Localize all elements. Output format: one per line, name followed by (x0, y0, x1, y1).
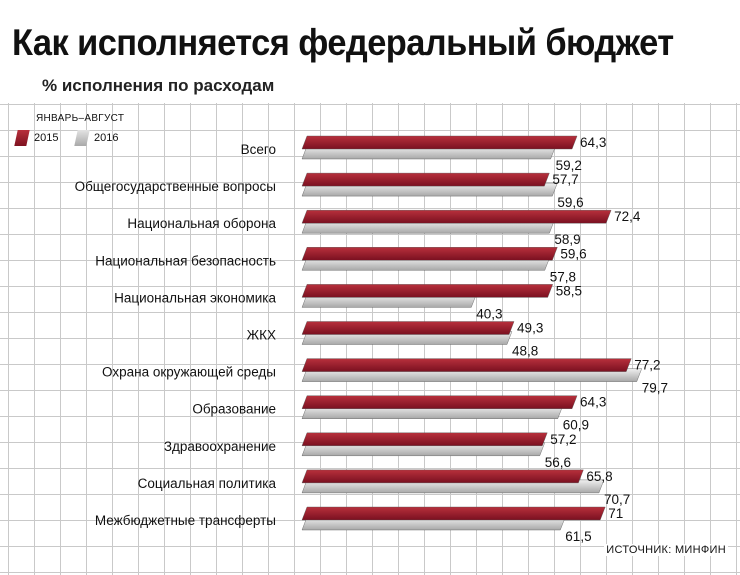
value-label-2016: 79,7 (642, 381, 668, 396)
value-label-2016: 40,3 (476, 306, 502, 321)
category-label: Здравоохранение (164, 439, 276, 454)
value-label-2016: 56,6 (545, 455, 571, 470)
value-label-2015: 64,3 (580, 395, 606, 410)
value-label-2016: 61,5 (565, 529, 591, 544)
category-label: Образование (192, 402, 276, 417)
chart-subtitle: % исполнения по расходам (42, 76, 275, 95)
category-group: Национальная безопасность 59,6 57,8 (95, 246, 586, 284)
category-group: ЖКХ 49,3 48,8 (247, 321, 544, 359)
bar-2015 (301, 432, 548, 446)
category-group: Национальная экономика 58,5 40,3 (114, 283, 582, 321)
legend-label-2016: 2016 (94, 132, 119, 144)
category-group: Здравоохранение 57,2 56,6 (164, 432, 577, 470)
category-label: Национальная экономика (114, 290, 276, 305)
value-label-2015: 57,7 (552, 172, 578, 187)
bar-2015 (301, 247, 558, 261)
legend-label-2015: 2015 (34, 132, 59, 144)
value-label-2016: 48,8 (512, 344, 538, 359)
value-label-2016: 59,6 (557, 195, 583, 210)
category-group: Межбюджетные трансферты 71 61,5 (95, 506, 623, 544)
value-label-2015: 64,3 (580, 135, 606, 150)
category-group: Образование 64,3 60,9 (192, 395, 606, 433)
chart-header: Как исполняется федеральный бюджет % исп… (0, 0, 740, 103)
value-label-2015: 71 (608, 506, 623, 521)
value-label-2015: 72,4 (614, 209, 641, 224)
bar-2015 (301, 209, 612, 224)
bar-2015 (301, 395, 578, 409)
bar-2015 (301, 469, 584, 484)
value-label-2016: 70,7 (604, 492, 630, 507)
bar-2015 (301, 135, 578, 150)
category-label: Межбюджетные трансферты (95, 513, 276, 528)
category-group: Охрана окружающей среды 77,2 79,7 (102, 358, 668, 396)
category-group: Социальная политика 65,8 70,7 (138, 469, 631, 507)
category-label: ЖКХ (247, 328, 276, 343)
category-label: Национальная безопасность (95, 253, 276, 268)
bar-2015 (301, 284, 553, 298)
category-label: Охрана окружающей среды (102, 365, 276, 380)
chart-title: Как исполняется федеральный бюджет (12, 22, 674, 63)
category-group: Общегосударственные вопросы 57,7 59,6 (75, 172, 584, 210)
legend-period: ЯНВАРЬ–АВГУСТ (36, 113, 125, 124)
bar-2015 (301, 506, 606, 521)
category-label: Национальная оборона (127, 216, 276, 231)
category-label: Всего (241, 142, 276, 157)
bar-2015 (301, 321, 515, 335)
value-label-2016: 59,2 (556, 158, 582, 173)
source-note: ИСТОЧНИК: МИНФИН (604, 544, 728, 556)
bar-2015 (301, 172, 550, 187)
value-label-2016: 57,8 (550, 269, 576, 284)
legend: ЯНВАРЬ–АВГУСТ 2015 2016 (6, 112, 146, 148)
value-label-2015: 65,8 (586, 469, 612, 484)
value-label-2015: 57,2 (550, 432, 576, 447)
value-label-2016: 58,9 (554, 232, 580, 247)
value-label-2015: 59,6 (560, 246, 586, 261)
category-label: Общегосударственные вопросы (75, 179, 276, 194)
category-label: Социальная политика (138, 476, 277, 491)
category-group: Национальная оборона 72,4 58,9 (127, 209, 641, 247)
value-label-2015: 49,3 (517, 321, 543, 336)
value-label-2016: 60,9 (563, 418, 589, 433)
value-label-2015: 77,2 (634, 358, 660, 373)
bar-2015 (301, 358, 632, 372)
category-group: Всего 64,3 59,2 (241, 135, 607, 173)
value-label-2015: 58,5 (556, 283, 582, 298)
